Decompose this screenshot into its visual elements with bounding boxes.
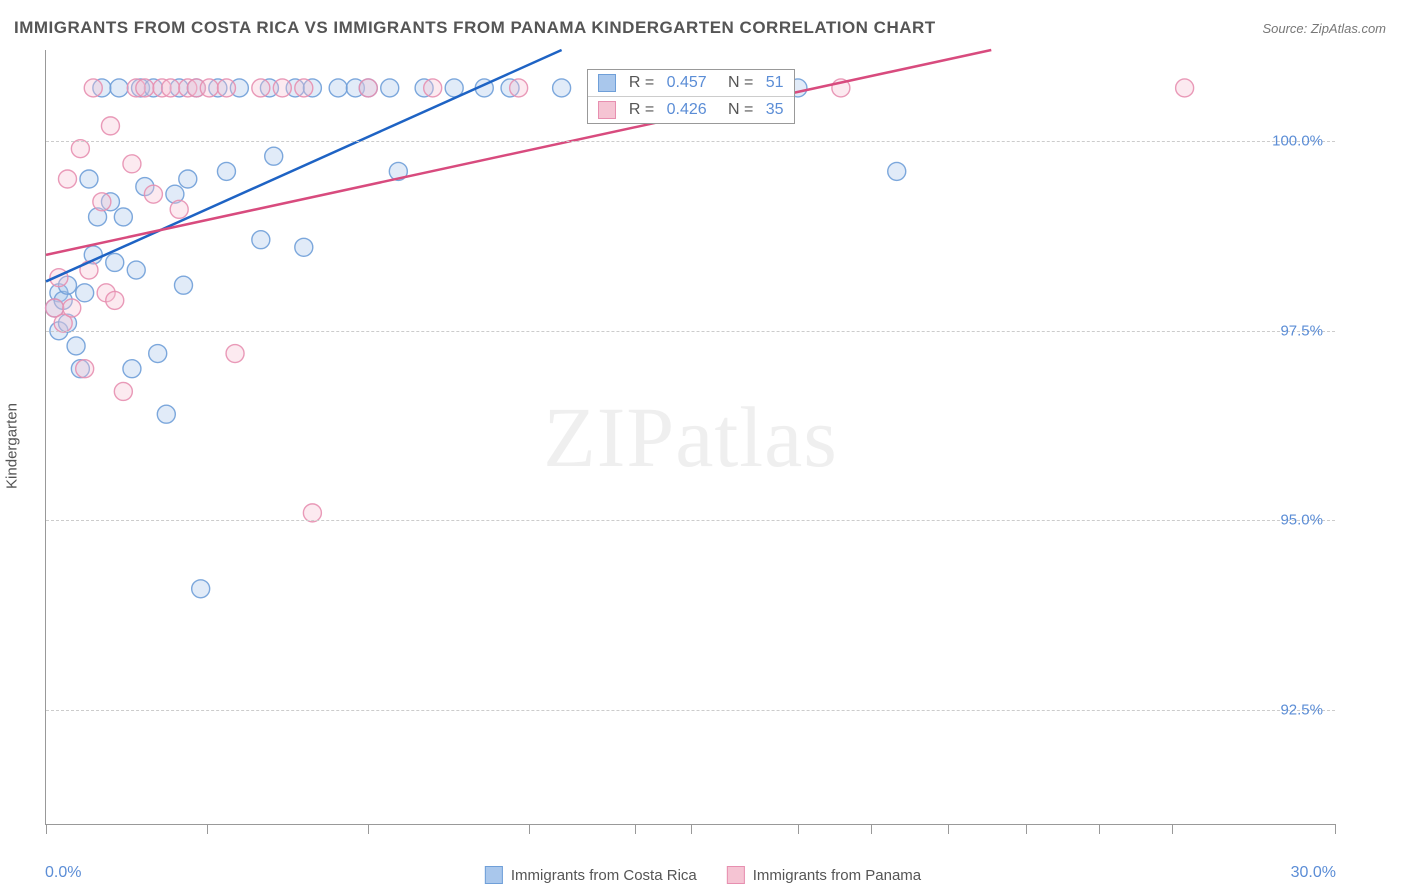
- x-tick: [635, 824, 636, 834]
- scatter-point: [553, 79, 571, 97]
- gridline-h: [46, 710, 1335, 711]
- scatter-point: [136, 79, 154, 97]
- legend-swatch: [727, 866, 745, 884]
- x-tick: [46, 824, 47, 834]
- scatter-point: [114, 208, 132, 226]
- legend-swatch: [485, 866, 503, 884]
- legend-label: Immigrants from Costa Rica: [511, 867, 697, 884]
- y-tick-label: 100.0%: [1272, 133, 1323, 150]
- scatter-point: [295, 79, 313, 97]
- scatter-point: [179, 170, 197, 188]
- scatter-point: [359, 79, 377, 97]
- legend-swatch: [598, 101, 616, 119]
- scatter-point: [123, 155, 141, 173]
- scatter-point: [329, 79, 347, 97]
- correlation-row: R = 0.457 N = 51: [588, 70, 793, 97]
- scatter-point: [303, 504, 321, 522]
- x-tick: [871, 824, 872, 834]
- x-tick: [207, 824, 208, 834]
- corr-n-label: N =: [715, 74, 758, 92]
- scatter-point: [217, 79, 235, 97]
- corr-r-label: R =: [624, 74, 658, 92]
- scatter-point: [226, 345, 244, 363]
- scatter-point: [76, 284, 94, 302]
- scatter-point: [144, 185, 162, 203]
- scatter-point: [76, 360, 94, 378]
- scatter-point: [84, 79, 102, 97]
- corr-r-value: 0.426: [667, 101, 707, 119]
- scatter-point: [252, 231, 270, 249]
- source-label: Source: ZipAtlas.com: [1262, 21, 1386, 36]
- scatter-point: [170, 200, 188, 218]
- legend-label: Immigrants from Panama: [753, 867, 921, 884]
- x-tick: [798, 824, 799, 834]
- x-tick: [948, 824, 949, 834]
- y-tick-label: 97.5%: [1280, 322, 1323, 339]
- correlation-legend: R = 0.457 N = 51 R = 0.426 N = 35: [587, 69, 794, 124]
- plot-area: ZIPatlas 92.5%95.0%97.5%100.0% R = 0.457…: [45, 50, 1335, 825]
- legend-item: Immigrants from Panama: [727, 866, 921, 884]
- legend-item: Immigrants from Costa Rica: [485, 866, 697, 884]
- scatter-point: [888, 162, 906, 180]
- scatter-point: [71, 140, 89, 158]
- x-axis-end-label: 30.0%: [1291, 864, 1336, 882]
- gridline-h: [46, 141, 1335, 142]
- scatter-point: [381, 79, 399, 97]
- x-tick: [368, 824, 369, 834]
- scatter-point: [123, 360, 141, 378]
- scatter-point: [295, 238, 313, 256]
- scatter-point: [106, 291, 124, 309]
- x-tick: [691, 824, 692, 834]
- scatter-point: [162, 79, 180, 97]
- scatter-point: [265, 147, 283, 165]
- gridline-h: [46, 520, 1335, 521]
- scatter-point: [110, 79, 128, 97]
- chart-title: IMMIGRANTS FROM COSTA RICA VS IMMIGRANTS…: [14, 18, 936, 38]
- gridline-h: [46, 331, 1335, 332]
- corr-n-value: 35: [766, 101, 784, 119]
- x-axis-start-label: 0.0%: [45, 864, 81, 882]
- y-tick-label: 92.5%: [1280, 702, 1323, 719]
- scatter-point: [149, 345, 167, 363]
- scatter-point: [192, 580, 210, 598]
- x-tick: [1172, 824, 1173, 834]
- scatter-point: [101, 117, 119, 135]
- y-tick-label: 95.0%: [1280, 512, 1323, 529]
- corr-r-label: R =: [624, 101, 658, 119]
- legend-swatch: [598, 74, 616, 92]
- scatter-point: [273, 79, 291, 97]
- scatter-point: [157, 405, 175, 423]
- scatter-point: [127, 261, 145, 279]
- x-tick: [1099, 824, 1100, 834]
- x-tick: [1335, 824, 1336, 834]
- scatter-point: [252, 79, 270, 97]
- scatter-point: [424, 79, 442, 97]
- x-tick: [529, 824, 530, 834]
- scatter-point: [106, 253, 124, 271]
- correlation-row: R = 0.426 N = 35: [588, 97, 793, 123]
- scatter-point: [510, 79, 528, 97]
- corr-n-value: 51: [766, 74, 784, 92]
- corr-n-label: N =: [715, 101, 758, 119]
- corr-r-value: 0.457: [667, 74, 707, 92]
- scatter-point: [93, 193, 111, 211]
- scatter-point: [58, 170, 76, 188]
- scatter-point: [200, 79, 218, 97]
- y-axis-label: Kindergarten: [4, 403, 21, 489]
- scatter-point: [67, 337, 85, 355]
- scatter-point: [1176, 79, 1194, 97]
- x-tick: [1026, 824, 1027, 834]
- scatter-point: [114, 382, 132, 400]
- scatter-point: [63, 299, 81, 317]
- scatter-svg: [46, 50, 1335, 824]
- scatter-point: [217, 162, 235, 180]
- scatter-point: [80, 170, 98, 188]
- header-row: IMMIGRANTS FROM COSTA RICA VS IMMIGRANTS…: [14, 18, 1386, 38]
- bottom-legend: Immigrants from Costa Rica Immigrants fro…: [485, 866, 921, 884]
- scatter-point: [174, 276, 192, 294]
